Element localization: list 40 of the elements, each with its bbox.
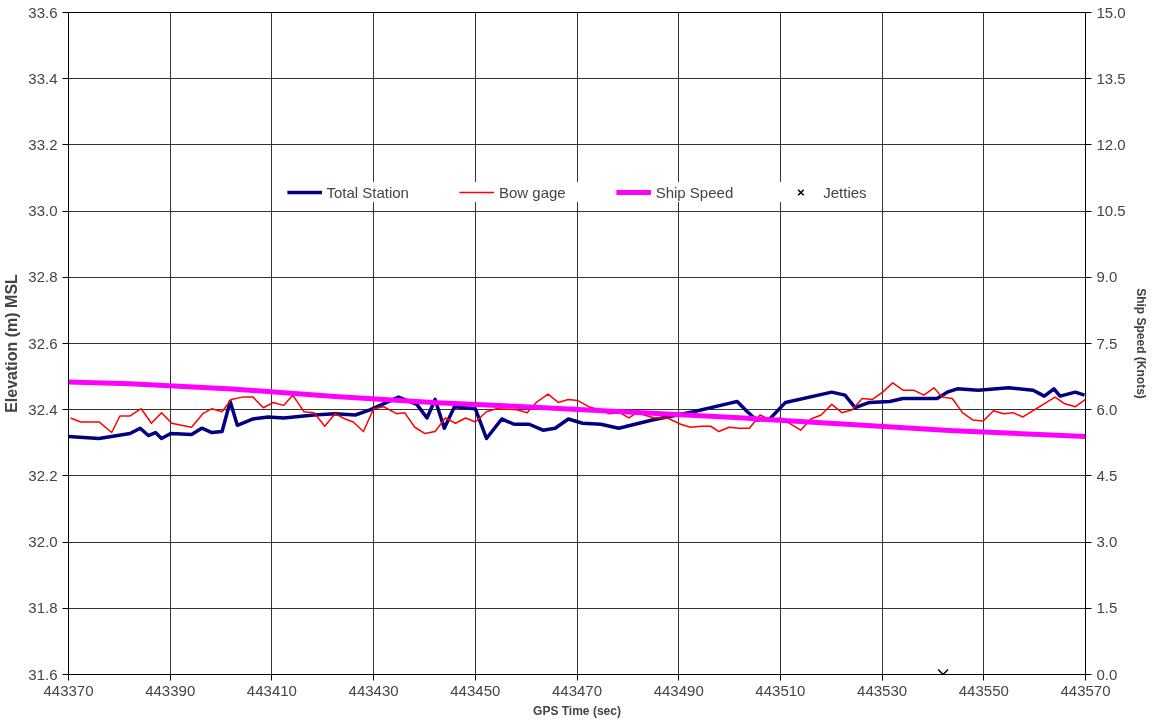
y2-tick-label: 7.5 bbox=[1096, 334, 1118, 352]
x-tick-label: 443530 bbox=[857, 681, 908, 699]
y2-tick-label: 1.5 bbox=[1096, 599, 1118, 617]
x-tick-label: 443550 bbox=[958, 681, 1009, 699]
y2-axis-title: Ship Speed (Knots) bbox=[1133, 288, 1148, 399]
y2-tick-label: 9.0 bbox=[1096, 268, 1118, 286]
x-tick-label: 443510 bbox=[755, 681, 806, 699]
y-axis-title: Elevation (m) MSL bbox=[3, 273, 21, 413]
y2-tick-label: 12.0 bbox=[1096, 135, 1126, 153]
legend-label: Jetties bbox=[823, 183, 867, 201]
x-axis-title: GPS Time (sec) bbox=[533, 703, 621, 718]
y-tick-label: 31.6 bbox=[28, 665, 58, 683]
legend-label: Ship Speed bbox=[655, 183, 734, 201]
x-tick-label: 443430 bbox=[348, 681, 399, 699]
x-tick-label: 443390 bbox=[145, 681, 196, 699]
y-tick-label: 33.6 bbox=[28, 3, 58, 21]
y2-tick-label: 10.5 bbox=[1096, 202, 1126, 220]
y-tick-label: 32.0 bbox=[28, 533, 58, 551]
y2-tick-label: 6.0 bbox=[1096, 400, 1118, 418]
legend-label: Total Station bbox=[326, 183, 409, 201]
y-tick-label: 32.4 bbox=[28, 400, 58, 418]
y-tick-label: 33.2 bbox=[28, 135, 58, 153]
y-tick-label: 32.2 bbox=[28, 466, 58, 484]
x-tick-label: 443410 bbox=[246, 681, 297, 699]
y2-tick-label: 13.5 bbox=[1096, 69, 1126, 87]
x-tick-label: 443370 bbox=[43, 681, 94, 699]
y2-tick-label: 0.0 bbox=[1096, 665, 1118, 683]
y2-tick-label: 3.0 bbox=[1096, 533, 1118, 551]
x-tick-label: 443450 bbox=[450, 681, 501, 699]
y-tick-label: 33.4 bbox=[28, 69, 58, 87]
y-tick-label: 32.6 bbox=[28, 334, 58, 352]
x-tick-label: 443490 bbox=[653, 681, 704, 699]
legend-label: Bow gage bbox=[498, 183, 566, 201]
x-tick-label: 443570 bbox=[1060, 681, 1111, 699]
y-tick-label: 33.0 bbox=[28, 202, 58, 220]
x-tick-label: 443470 bbox=[551, 681, 603, 699]
y-tick-label: 32.8 bbox=[28, 268, 58, 286]
y-tick-label: 31.8 bbox=[28, 599, 58, 617]
y2-tick-label: 4.5 bbox=[1096, 466, 1118, 484]
y2-tick-label: 15.0 bbox=[1096, 3, 1126, 21]
